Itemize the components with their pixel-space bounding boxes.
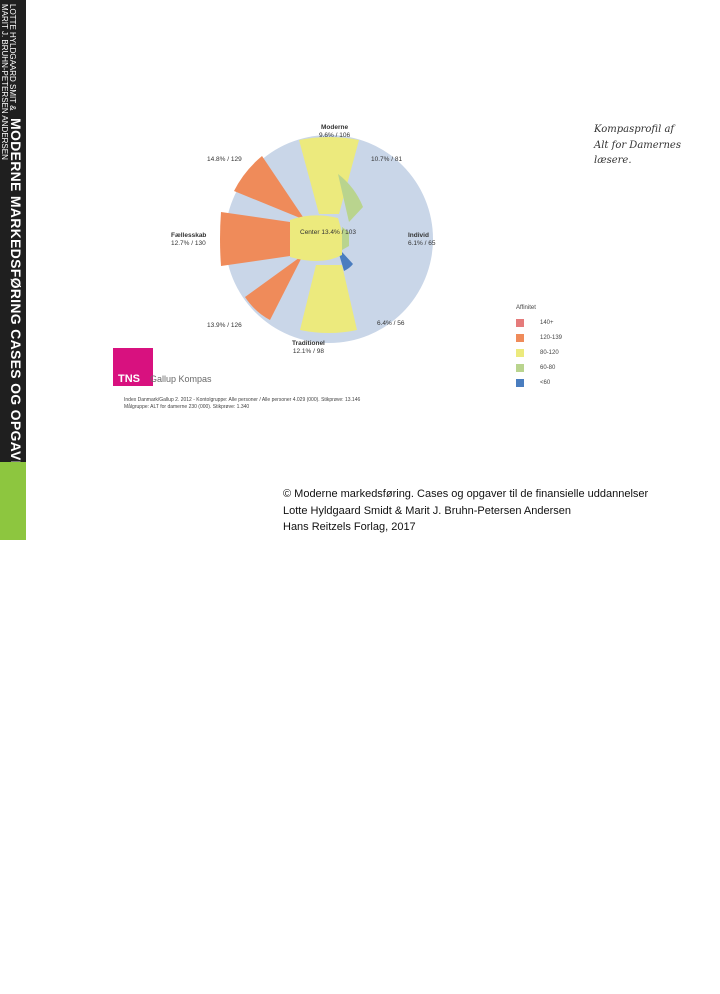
legend-item: 140+ bbox=[516, 315, 562, 330]
book-spine-band: LOTTE HYLDGAARD SMIT & MARIT J. BRUHN-PE… bbox=[0, 0, 26, 745]
label-individ: Individ 6.1% / 65 bbox=[408, 232, 436, 248]
legend-label: 80-120 bbox=[540, 349, 559, 356]
label-faellesskab-moderne: 14.8% / 129 bbox=[207, 156, 242, 163]
segment-individ bbox=[342, 227, 349, 250]
segment-faellesskab-moderne bbox=[234, 156, 305, 220]
segment-traditionel-faellesskab bbox=[245, 255, 303, 320]
compass-diagram bbox=[220, 135, 433, 343]
legend-title: Affinitet bbox=[516, 305, 536, 311]
legend-swatch bbox=[516, 318, 524, 327]
legend-swatch bbox=[516, 333, 524, 342]
label-traditionel: Traditionel 12.1% / 98 bbox=[292, 340, 325, 356]
legend-item: 80-120 bbox=[516, 345, 562, 360]
tns-logo-text: TNS bbox=[118, 373, 140, 385]
legend-item: 60-80 bbox=[516, 360, 562, 375]
tns-logo-icon bbox=[113, 348, 153, 386]
segment-traditionel bbox=[300, 265, 357, 333]
legend-label: 120-139 bbox=[540, 334, 563, 341]
segment-individ-traditionel bbox=[339, 252, 353, 271]
legend-swatch bbox=[516, 348, 524, 357]
label-faellesskab: Fællesskab 12.7% / 130 bbox=[171, 232, 207, 248]
legend-label: 60-80 bbox=[540, 364, 556, 371]
segment-moderne-individ bbox=[338, 174, 363, 222]
legend-label: <60 bbox=[540, 379, 551, 386]
legend-item: 120-139 bbox=[516, 330, 562, 345]
publisher-logo-icon: HR bbox=[2, 974, 25, 993]
segment-center bbox=[290, 215, 342, 262]
legend-item: <60 bbox=[516, 375, 562, 390]
tns-logo-subtext: Gallup Kompas bbox=[150, 374, 212, 384]
label-individ-traditionel: 6.4% / 56 bbox=[377, 320, 405, 327]
index-source-note: Index Danmark/Gallup 2. 2012 - Kontolgru… bbox=[124, 397, 361, 410]
label-center: Center 13.4% / 103 bbox=[300, 229, 357, 236]
compass-note: Kompasprofil af Alt for Damernes læsere. bbox=[594, 124, 681, 166]
affinity-legend: Affinitet 140+ 120-139 80-120 60-80 <60 bbox=[516, 305, 562, 390]
legend-swatch bbox=[516, 363, 524, 372]
label-traditionel-faellesskab: 13.9% / 126 bbox=[207, 322, 242, 329]
legend-label: 140+ bbox=[540, 319, 554, 326]
segment-faellesskab bbox=[220, 212, 290, 266]
legend-swatch bbox=[516, 378, 524, 387]
copyright-caption: © Moderne markedsføring. Cases og opgave… bbox=[283, 488, 649, 533]
label-moderne: Moderne 9.6% / 106 bbox=[319, 124, 351, 140]
label-moderne-individ: 10.7% / 81 bbox=[371, 156, 403, 163]
